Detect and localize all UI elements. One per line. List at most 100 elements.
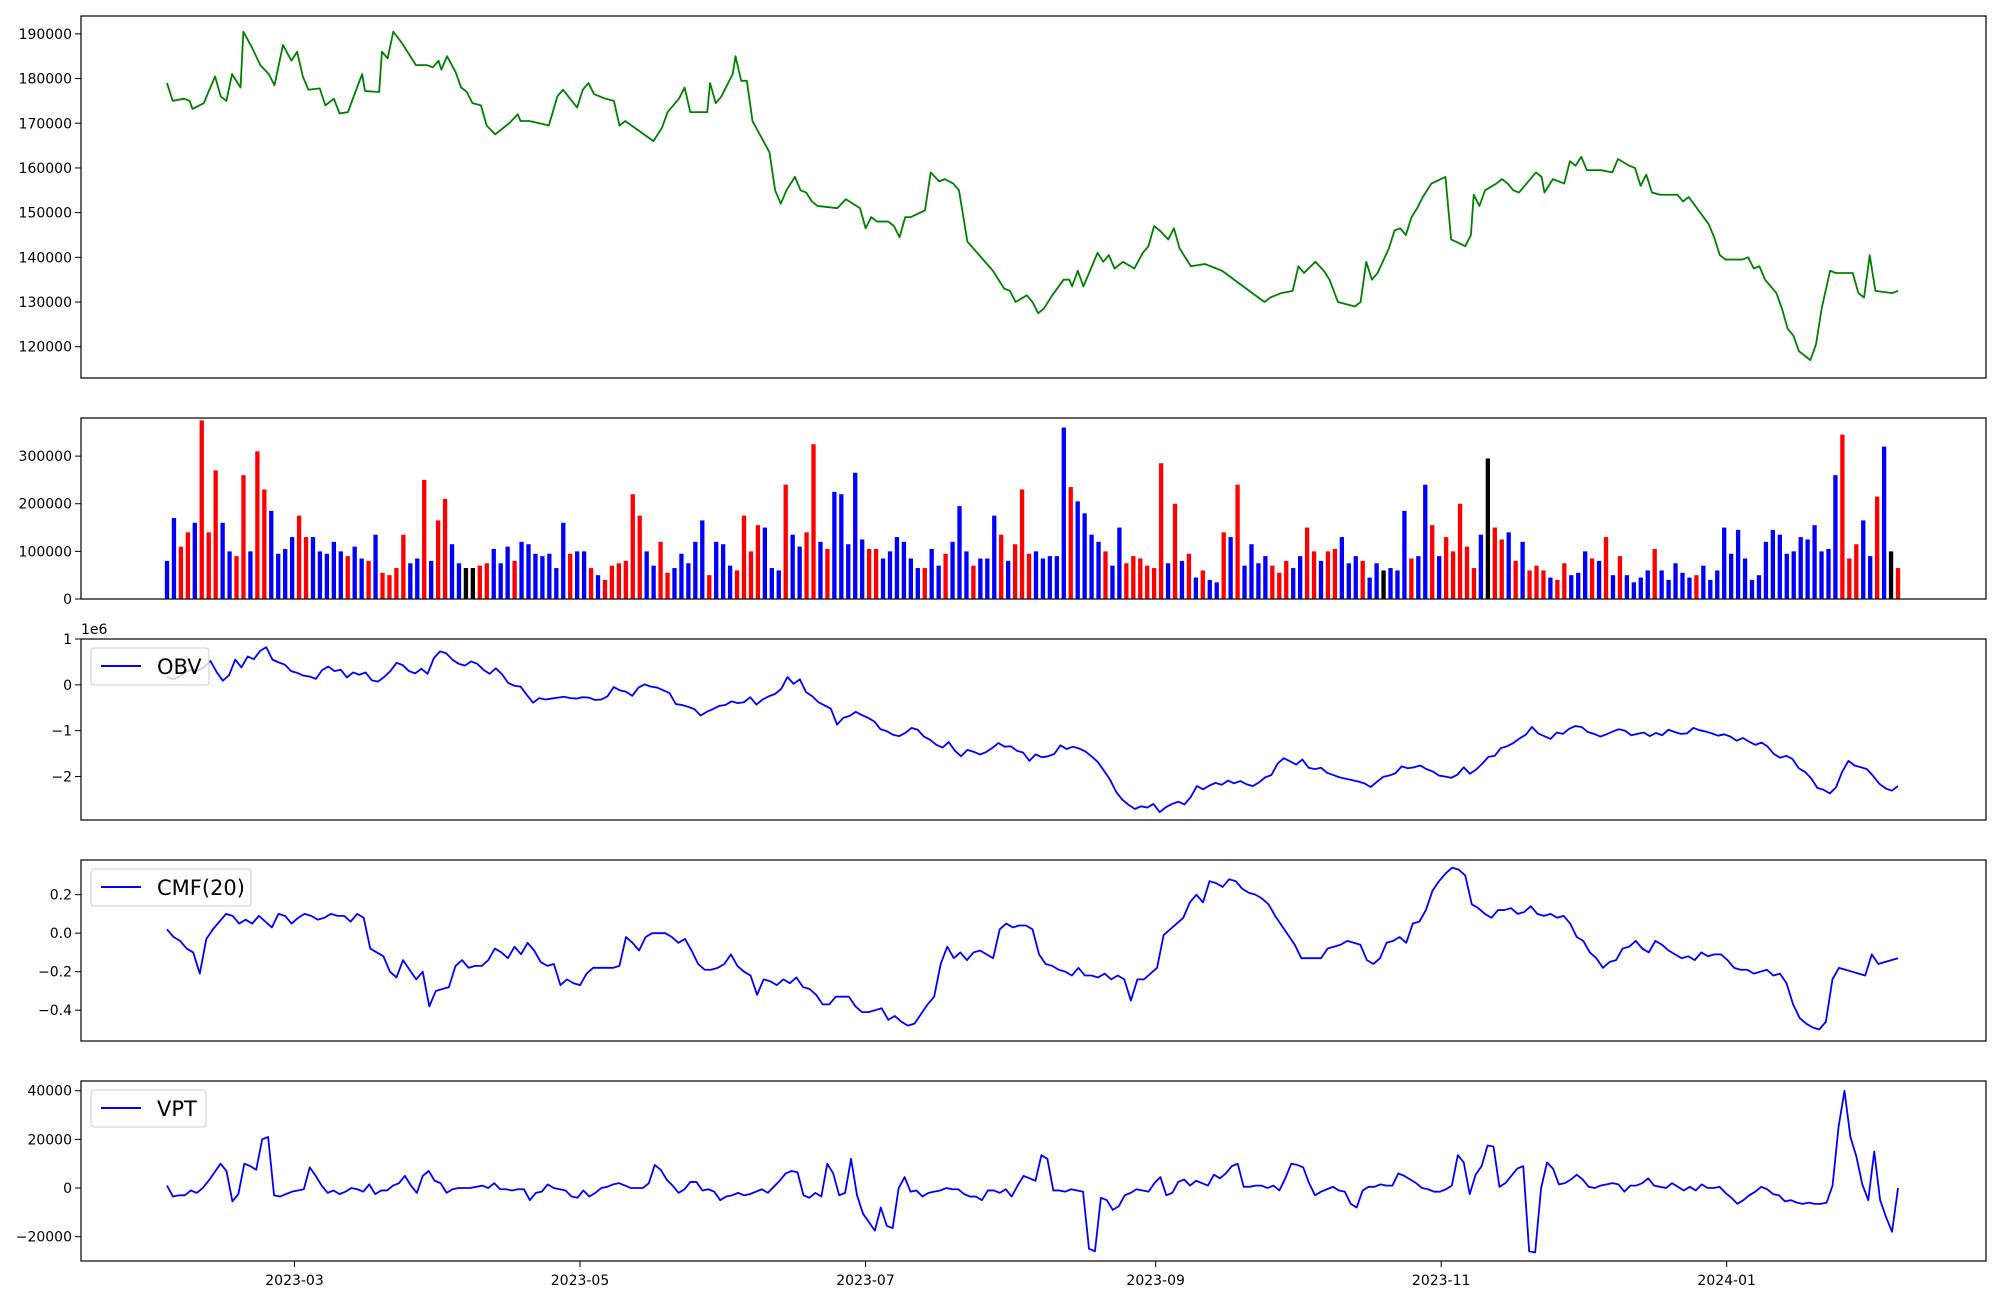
volume-bar <box>331 541 336 599</box>
volume-bar <box>310 537 316 599</box>
volume-bar <box>1562 563 1567 599</box>
volume-bar <box>741 515 747 599</box>
cmf-ytick-label: 0.0 <box>50 926 72 942</box>
volume-bar <box>1666 579 1671 599</box>
volume-bar <box>1019 489 1025 599</box>
volume-bar <box>1735 529 1741 599</box>
volume-bar <box>1840 434 1845 599</box>
volume-bar <box>1117 527 1122 599</box>
volume-bar <box>1861 520 1866 599</box>
volume-bar <box>1138 558 1143 599</box>
volume-bar <box>1158 463 1164 599</box>
volume-bar <box>1478 534 1484 599</box>
volume-ytick-label: 300000 <box>19 449 72 465</box>
volume-bar <box>943 553 948 599</box>
volume-bar <box>1680 572 1685 599</box>
volume-bar <box>1617 556 1623 599</box>
volume-bar <box>1297 556 1303 599</box>
volume-bar <box>408 563 413 599</box>
volume-bar <box>505 546 510 599</box>
volume-bar <box>1277 572 1282 599</box>
volume-bar <box>1193 577 1199 599</box>
volume-bar <box>1826 548 1831 599</box>
volume-bar <box>1006 560 1011 599</box>
volume-bar <box>276 553 281 599</box>
volume-bar <box>1652 548 1657 599</box>
volume-bar <box>415 558 420 599</box>
volume-bar <box>533 553 538 599</box>
volume-bar <box>1687 577 1692 599</box>
volume-bar <box>992 515 997 599</box>
price-ytick-label: 160000 <box>19 161 72 177</box>
volume-bar <box>936 565 941 599</box>
volume-bar <box>547 553 552 599</box>
volume-bar <box>1722 527 1727 599</box>
volume-bar <box>1715 570 1720 599</box>
x-tick-label: 2024-01 <box>1697 1273 1756 1289</box>
volume-bar <box>1388 568 1393 599</box>
volume-bar <box>192 522 197 599</box>
volume-bar <box>255 451 260 599</box>
volume-bar <box>623 560 628 599</box>
volume-bar <box>1450 551 1456 599</box>
volume-bar <box>734 570 740 599</box>
volume-bar <box>1256 563 1261 599</box>
volume-bar <box>1583 551 1588 599</box>
volume-bar <box>700 520 705 599</box>
volume-bar <box>1805 539 1810 599</box>
volume-bar <box>665 572 670 599</box>
volume-bar <box>1791 551 1796 599</box>
volume-bar <box>1749 579 1755 599</box>
volume-bar <box>1895 568 1901 599</box>
volume-bar <box>1291 568 1296 599</box>
price-ytick-label: 150000 <box>19 206 72 222</box>
volume-bar <box>1332 548 1338 599</box>
volume-bar <box>491 548 496 599</box>
volume-bar <box>1402 510 1407 599</box>
obv-ytick-label: 1 <box>63 632 72 648</box>
volume-bar <box>1186 553 1192 599</box>
volume-bar <box>1527 570 1532 599</box>
obv-line <box>166 646 1899 814</box>
volume-bar <box>804 532 809 599</box>
volume-bar <box>1430 525 1435 599</box>
volume-bar <box>1311 551 1317 599</box>
volume-bar <box>769 568 774 599</box>
volume-bar <box>1033 551 1039 599</box>
volume-bar <box>283 548 288 599</box>
volume-bar <box>519 541 524 599</box>
volume-bar <box>234 556 239 599</box>
volume-bar <box>679 553 684 599</box>
obv-axes-frame <box>80 638 1987 821</box>
volume-bar <box>199 420 204 599</box>
volume-bar <box>1729 553 1734 599</box>
volume-ytick-label: 0 <box>63 592 72 608</box>
volume-bar <box>1520 541 1525 599</box>
volume-bar <box>303 537 309 599</box>
volume-bar <box>1103 551 1108 599</box>
volume-bar <box>512 560 517 599</box>
volume-bar <box>693 541 698 599</box>
obv-offset-label: 1e6 <box>81 622 108 638</box>
volume-bar <box>345 556 350 599</box>
volume-bar <box>394 568 399 599</box>
vpt-ytick-label: 40000 <box>27 1084 72 1100</box>
cmf-axes-frame <box>80 859 1987 1042</box>
volume-bar <box>1242 565 1247 599</box>
volume-bar <box>554 568 559 599</box>
volume-bar <box>748 551 754 599</box>
volume-bar <box>1756 575 1762 599</box>
volume-bar <box>651 565 656 599</box>
volume-bar <box>720 544 726 599</box>
volume-bar <box>1416 556 1421 599</box>
volume-bar <box>762 527 768 599</box>
volume-bar <box>602 579 608 599</box>
volume-bar <box>630 494 635 599</box>
volume-bar <box>1012 544 1018 599</box>
volume-bar <box>1228 537 1233 599</box>
volume-bar <box>1353 556 1358 599</box>
volume-bar <box>908 558 913 599</box>
volume-bar <box>1026 553 1032 599</box>
volume-bar <box>714 541 719 599</box>
volume-bar <box>1381 570 1386 599</box>
